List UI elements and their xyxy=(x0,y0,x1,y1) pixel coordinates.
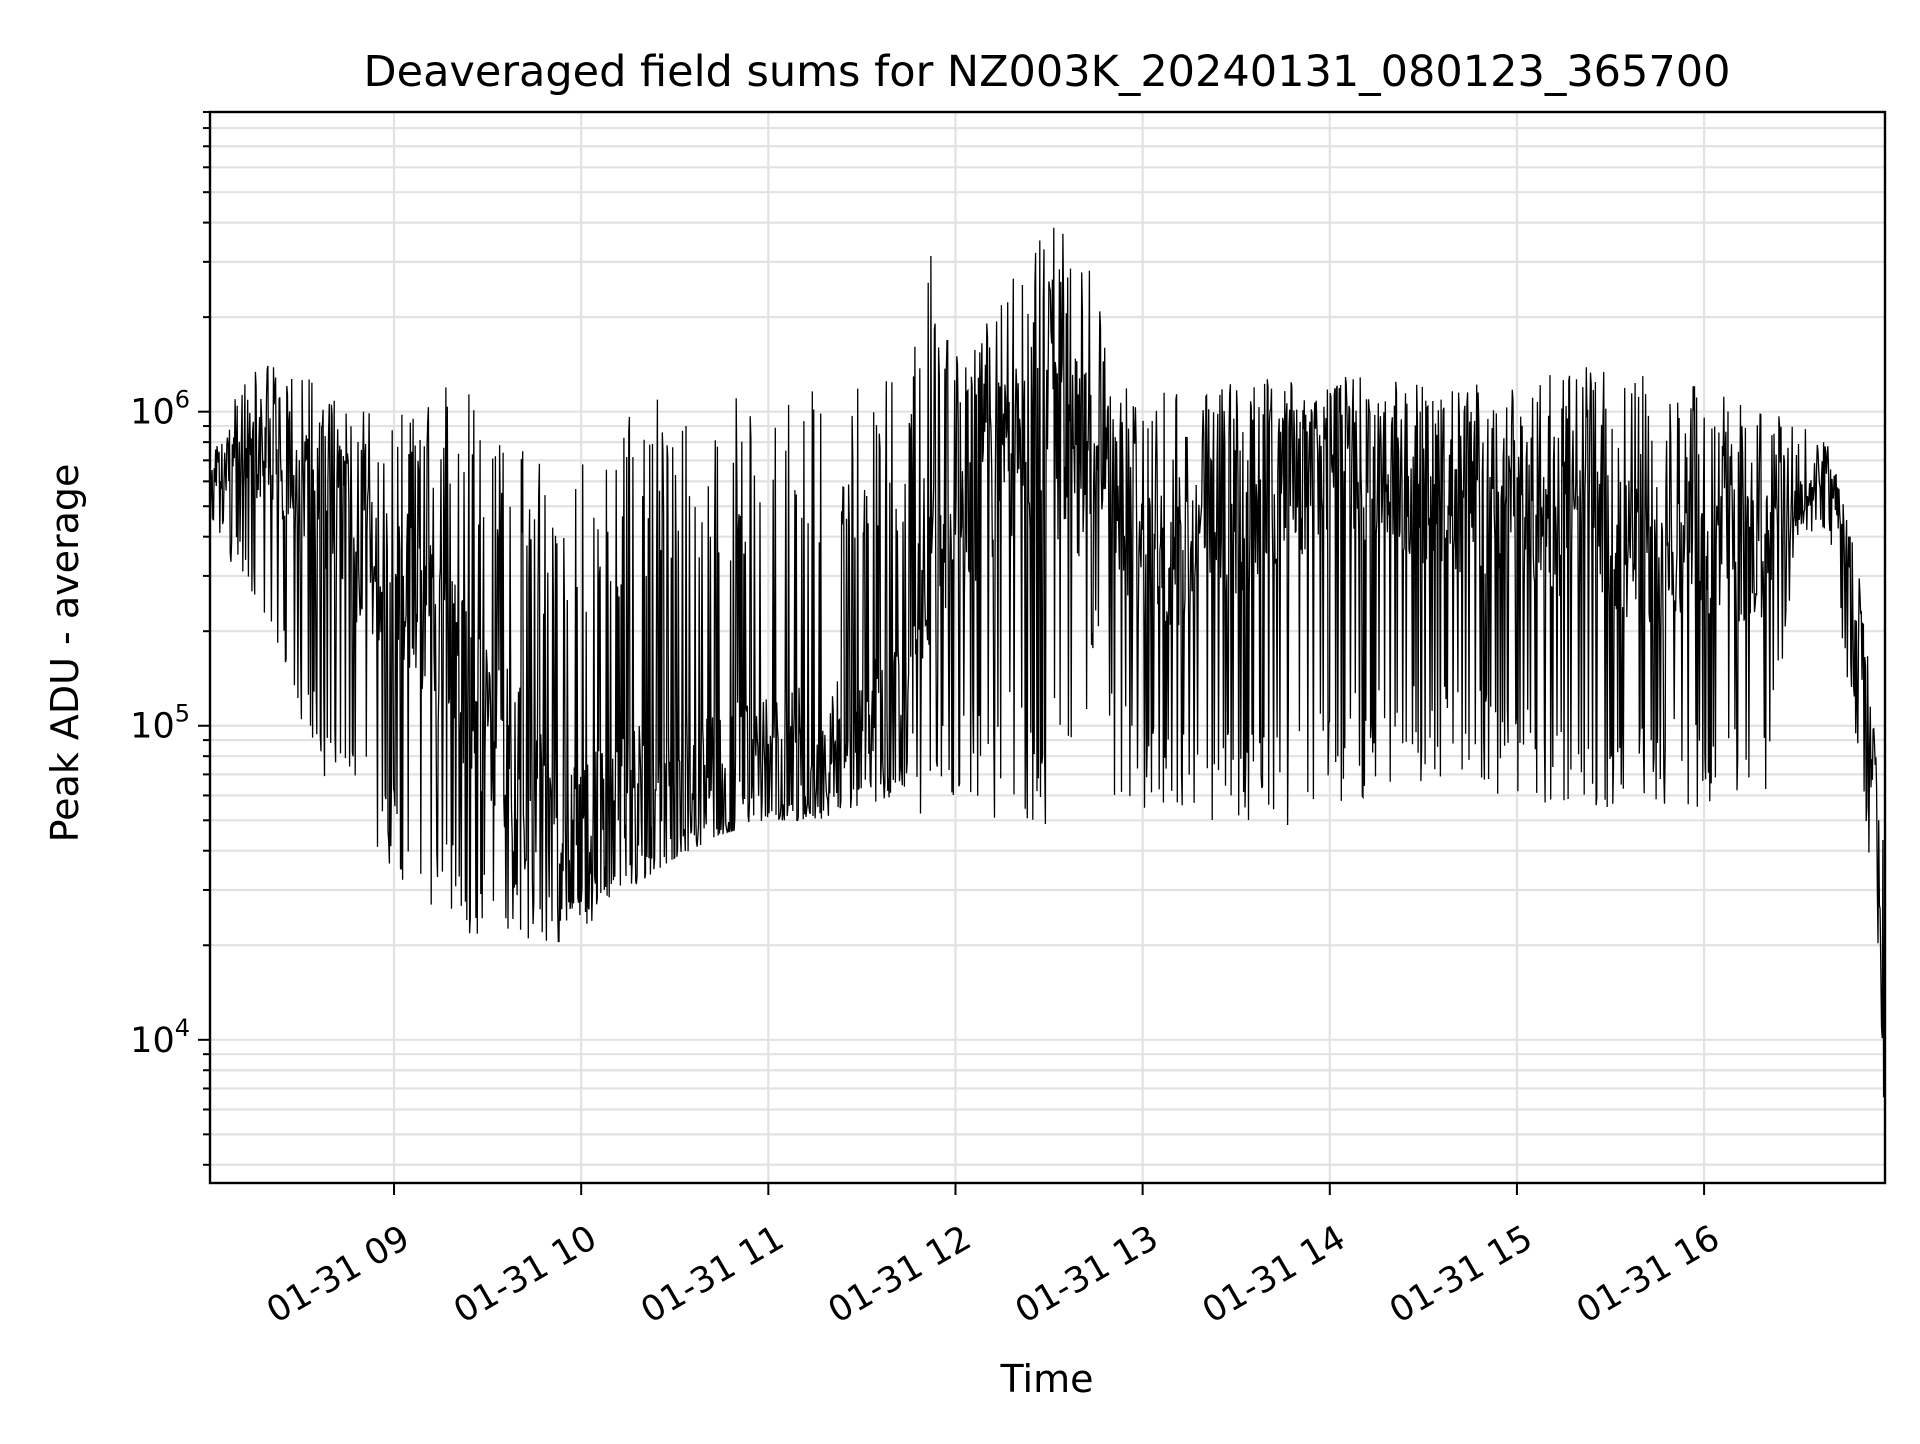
y-tick-label: 105 xyxy=(130,700,190,747)
chart-title: Deaveraged field sums for NZ003K_2024013… xyxy=(364,47,1731,97)
series-line xyxy=(209,227,1886,1098)
y-axis-label: Peak ADU - average xyxy=(43,464,87,843)
y-tick-label: 104 xyxy=(130,1014,190,1061)
x-axis-label: Time xyxy=(1000,1357,1094,1401)
y-tick-label: 106 xyxy=(130,386,190,433)
plot-frame xyxy=(208,110,1887,1185)
data-series xyxy=(209,227,1886,1098)
